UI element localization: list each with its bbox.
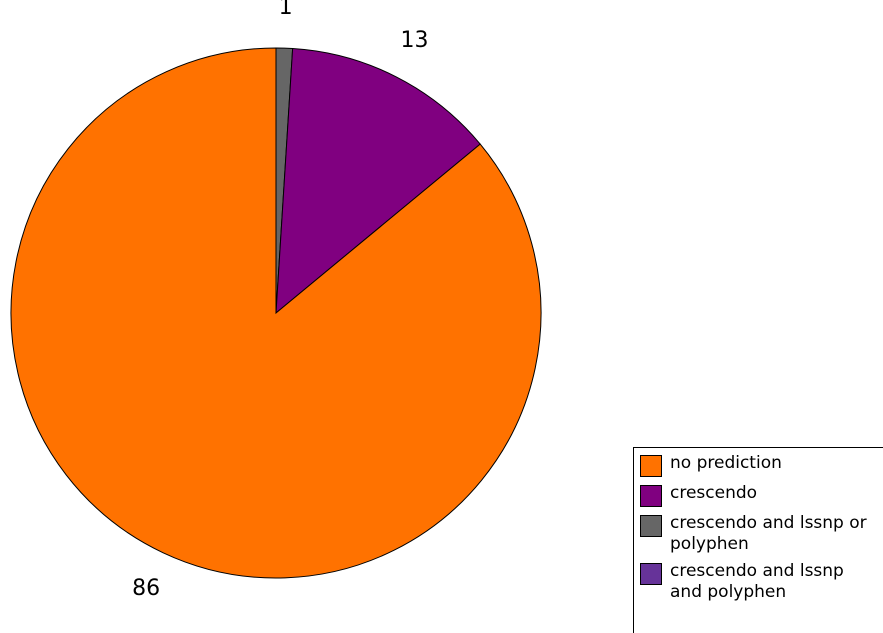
pie-label-crescendo: 13 [400,28,428,53]
pie-label-no-prediction: 86 [132,576,160,601]
legend-label-crescendo-lssnp-and-polyphen: crescendo and lssnp and polyphen [670,561,844,602]
pie-slice-crescendo [275,47,481,315]
legend-label-no-prediction: no prediction [670,453,782,473]
legend-swatch-crescendo [640,485,662,507]
pie-slice-no-prediction [10,47,542,579]
legend-item-crescendo: crescendo [640,483,883,507]
legend-item-crescendo-lssnp-and-polyphen: crescendo and lssnp and polyphen [640,561,883,603]
legend: no prediction crescendo crescendo and ls… [633,447,883,633]
pie-data-labels: 1 13 86 [132,0,428,601]
legend-swatch-no-prediction [640,455,662,477]
legend-item-crescendo-lssnp-or-polyphen: crescendo and lssnp or polyphen [640,513,883,555]
legend-item-no-prediction: no prediction [640,453,883,477]
pie-label-crescendo-and-lssnp-or-polyphen: 1 [279,0,293,20]
legend-swatch-crescendo-lssnp-and-polyphen [640,563,662,585]
legend-label-crescendo: crescendo [670,483,758,503]
pie-slices [10,47,542,579]
legend-swatch-crescendo-lssnp-or-polyphen [640,515,662,537]
legend-label-crescendo-lssnp-or-polyphen: crescendo and lssnp or polyphen [670,513,867,554]
